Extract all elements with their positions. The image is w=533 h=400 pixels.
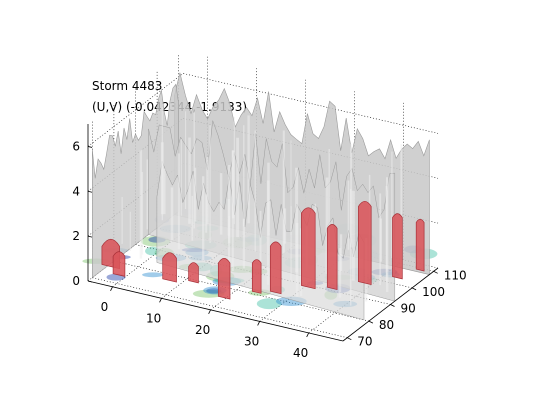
grid-line-z <box>87 73 439 147</box>
z-tick-label: 0 <box>72 274 80 288</box>
axis-ticks: 0 2 4 6 0 10 20 30 40 70 80 90 100 110 <box>72 124 467 360</box>
x-tick-mark <box>257 321 260 326</box>
z-tick-label: 4 <box>72 184 80 198</box>
y-tick-mark <box>368 320 374 324</box>
low-level-shading-patch <box>206 288 222 294</box>
core-isosurface-tower <box>251 259 262 294</box>
low-level-shading-patch <box>145 246 160 256</box>
x-tick-label: 30 <box>244 334 259 348</box>
x-tick-label: 0 <box>101 300 109 314</box>
y-tick-mark <box>433 270 438 274</box>
z-tick-mark <box>87 146 93 148</box>
x-axis-line <box>87 280 344 342</box>
low-level-shading-patch <box>192 289 225 298</box>
core-isosurface-tower <box>269 241 282 295</box>
x-tick-mark <box>208 309 211 315</box>
x-tick-label: 40 <box>293 346 308 360</box>
outer-isosurface-left <box>92 83 179 279</box>
chart-title: Storm 4483 <box>92 79 163 93</box>
z-tick-mark <box>87 190 93 193</box>
storm-surface <box>82 72 438 321</box>
core-isosurface-tower <box>392 213 403 280</box>
low-level-shading-patch <box>256 298 282 310</box>
z-tick-mark <box>87 235 93 238</box>
core-isosurface-tower <box>358 200 372 286</box>
y-tick-label: 110 <box>444 268 467 282</box>
core-isosurface-tower <box>326 224 338 291</box>
core-isosurface-tower <box>188 262 199 284</box>
y-tick-mark <box>390 304 395 307</box>
y-tick-label: 80 <box>379 318 394 332</box>
y-tick-mark <box>411 287 417 291</box>
x-tick-mark <box>159 298 162 303</box>
x-tick-mark <box>306 332 310 338</box>
y-tick-label: 100 <box>422 285 445 299</box>
grid-line-x <box>112 56 208 288</box>
x-tick-mark <box>110 286 113 291</box>
y-tick-mark <box>347 337 352 341</box>
z-tick-mark <box>87 280 93 283</box>
core-isosurface-tower <box>415 218 425 272</box>
z-tick-label: 2 <box>72 229 80 243</box>
core-isosurface-tower <box>112 251 126 277</box>
y-tick-label: 90 <box>401 302 416 316</box>
core-isosurface-tower <box>162 252 177 283</box>
y-tick-label: 70 <box>357 335 372 349</box>
low-level-shading-patch <box>142 272 164 278</box>
core-isosurface-tower <box>217 258 231 300</box>
x-tick-label: 20 <box>195 323 210 337</box>
z-tick-label: 6 <box>72 139 80 153</box>
x-tick-label: 10 <box>146 311 161 325</box>
core-isosurface-tower <box>301 207 316 290</box>
